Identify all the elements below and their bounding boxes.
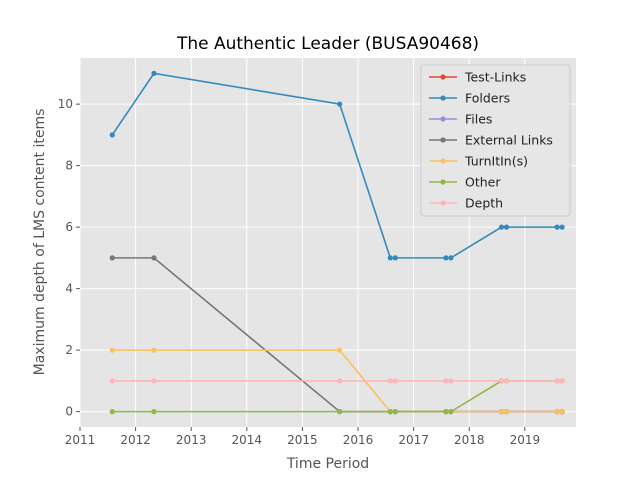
legend-item-depth: Depth xyxy=(429,196,503,211)
data-point-depth xyxy=(387,378,393,384)
data-point-turnitin-s xyxy=(503,409,510,415)
legend-item-files: Files xyxy=(429,112,492,127)
data-point-depth xyxy=(498,378,505,384)
data-point-external-links xyxy=(109,255,115,261)
data-point-folders xyxy=(443,255,449,261)
legend-marker xyxy=(440,74,446,80)
legend-label: Test-Links xyxy=(464,70,526,85)
data-point-turnitin-s xyxy=(498,409,505,415)
x-tick-label: 2017 xyxy=(398,433,429,447)
data-point-depth xyxy=(554,378,560,384)
data-point-depth xyxy=(109,378,115,384)
data-point-folders xyxy=(151,70,157,76)
data-point-turnitin-s xyxy=(151,347,157,353)
x-tick-label: 2016 xyxy=(343,433,374,447)
data-point-folders xyxy=(559,224,565,230)
data-point-depth xyxy=(443,378,449,384)
data-point-other xyxy=(392,409,398,415)
legend-marker xyxy=(440,137,446,143)
legend-label: External Links xyxy=(465,133,553,148)
legend-marker xyxy=(440,158,446,164)
data-point-other xyxy=(443,409,449,415)
x-tick-label: 2014 xyxy=(232,433,263,447)
y-tick-label: 0 xyxy=(65,405,73,419)
y-tick-label: 6 xyxy=(65,220,73,234)
legend-label: Files xyxy=(465,112,492,127)
legend-marker xyxy=(440,95,446,101)
data-point-turnitin-s xyxy=(109,347,115,353)
legend-item-external-links: External Links xyxy=(429,133,553,148)
data-point-turnitin-s xyxy=(554,409,560,415)
legend: Test-Links Folders Files External Links Turn… xyxy=(420,64,571,217)
legend-box xyxy=(420,64,571,217)
data-point-other xyxy=(109,409,115,415)
data-point-folders xyxy=(392,255,398,261)
legend-marker xyxy=(440,179,446,185)
y-tick-label: 4 xyxy=(65,282,73,296)
series-group xyxy=(109,70,565,415)
x-tick-label: 2015 xyxy=(287,433,318,447)
x-tick-label: 2013 xyxy=(176,433,207,447)
data-point-other xyxy=(337,409,343,415)
data-point-folders xyxy=(337,101,343,107)
data-point-depth xyxy=(503,378,510,384)
y-axis-ticks: 0 2 4 6 8 10 xyxy=(58,97,80,419)
data-point-depth xyxy=(337,378,343,384)
data-point-depth xyxy=(151,378,157,384)
y-tick-label: 8 xyxy=(65,159,73,173)
data-point-folders xyxy=(554,224,560,230)
x-tick-label: 2011 xyxy=(65,433,96,447)
series-folders xyxy=(109,70,565,261)
data-point-other xyxy=(151,409,157,415)
legend-marker xyxy=(440,200,446,206)
data-point-folders xyxy=(387,255,393,261)
data-point-folders xyxy=(503,224,510,230)
data-point-other xyxy=(387,409,393,415)
data-point-folders xyxy=(109,132,115,138)
x-tick-label: 2018 xyxy=(454,433,485,447)
legend-label: Other xyxy=(465,175,501,190)
data-point-external-links xyxy=(151,255,157,261)
legend-label: TurnItIn(s) xyxy=(464,154,528,169)
legend-item-turnitin-s: TurnItIn(s) xyxy=(429,154,528,169)
data-point-other xyxy=(448,409,454,415)
data-point-depth xyxy=(448,378,454,384)
data-point-folders xyxy=(448,255,454,261)
series-depth xyxy=(109,378,565,384)
legend-item-test-links: Test-Links xyxy=(429,70,526,85)
legend-item-other: Other xyxy=(429,175,501,190)
x-tick-label: 2012 xyxy=(120,433,151,447)
data-point-turnitin-s xyxy=(337,347,343,353)
data-point-depth xyxy=(392,378,398,384)
data-point-turnitin-s xyxy=(559,409,565,415)
chart-title: The Authentic Leader (BUSA90468) xyxy=(176,34,479,54)
x-axis-label: Time Period xyxy=(286,456,369,472)
y-axis-label: Maximum depth of LMS content items xyxy=(32,109,48,376)
y-tick-label: 10 xyxy=(58,97,73,111)
legend-label: Folders xyxy=(465,91,510,106)
legend-item-folders: Folders xyxy=(429,91,510,106)
data-point-folders xyxy=(498,224,505,230)
y-tick-label: 2 xyxy=(65,343,73,357)
x-axis-ticks: 2011 2012 2013 2014 2015 2016 2017 2018 2019 xyxy=(65,427,540,447)
legend-marker xyxy=(440,116,446,122)
x-tick-label: 2019 xyxy=(510,433,541,447)
legend-label: Depth xyxy=(465,196,503,211)
data-point-depth xyxy=(559,378,565,384)
